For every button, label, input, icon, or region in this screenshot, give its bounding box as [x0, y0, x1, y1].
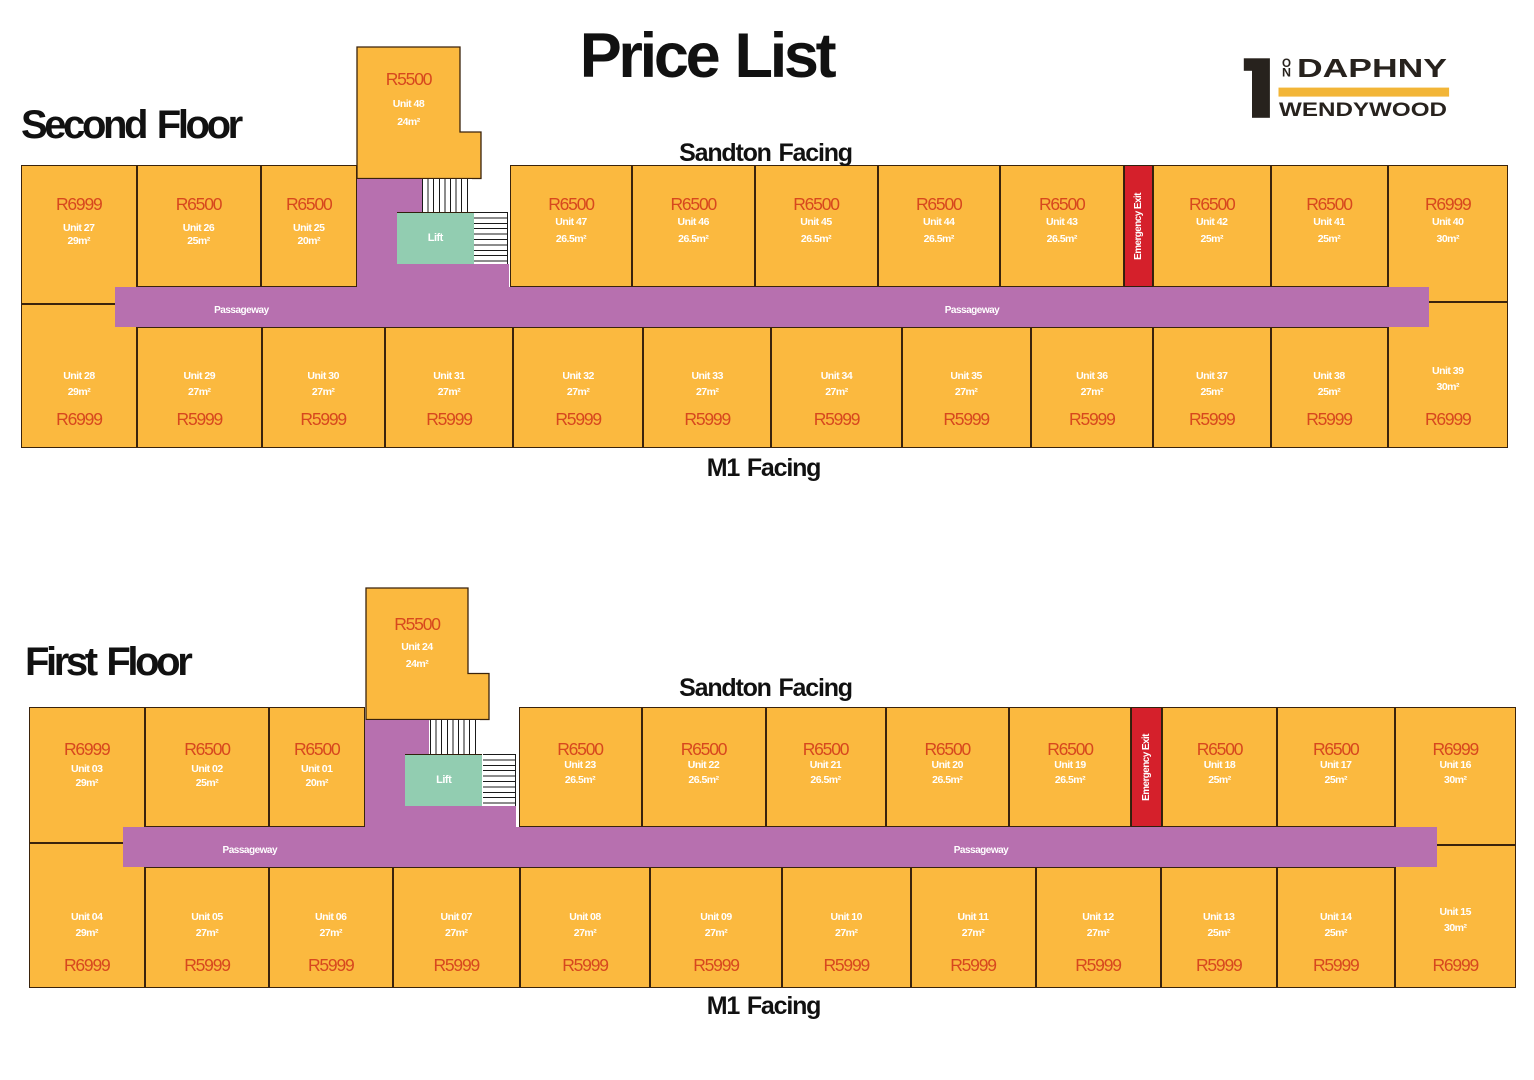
svg-text:N: N [1282, 66, 1291, 80]
svg-text:WENDYWOOD: WENDYWOOD [1279, 100, 1447, 120]
svg-text:DAPHNY: DAPHNY [1297, 55, 1447, 83]
svg-text:O: O [1282, 56, 1291, 70]
